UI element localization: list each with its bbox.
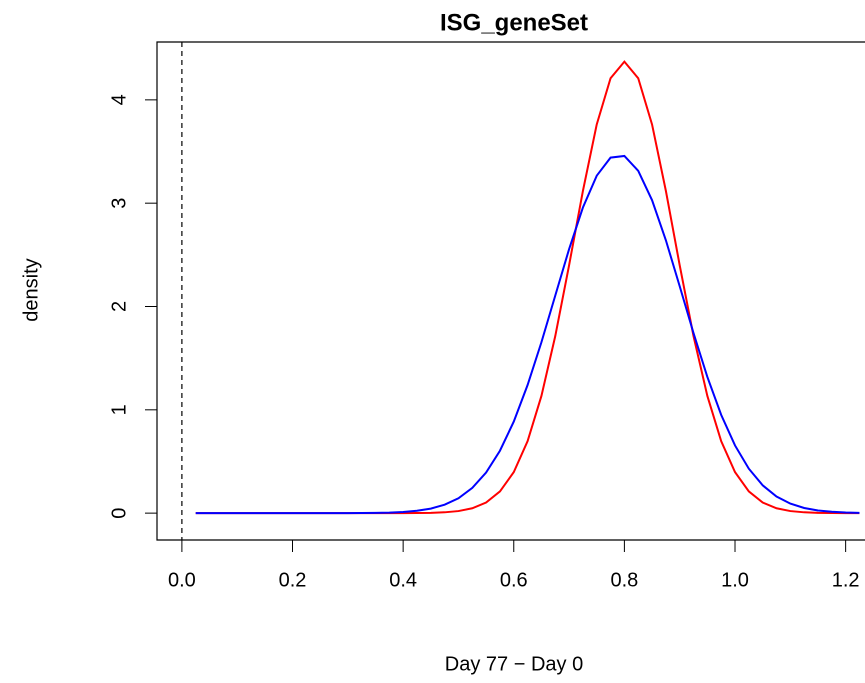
y-tick-label: 0: [108, 508, 130, 519]
x-tick-label: 1.2: [832, 569, 860, 591]
x-tick-label: 0.8: [610, 569, 638, 591]
y-tick-label: 4: [108, 94, 130, 105]
chart-title: ISG_geneSet: [440, 9, 588, 36]
y-tick-label: 1: [108, 404, 130, 415]
density-line: [195, 154, 860, 515]
x-tick-label: 0.0: [168, 569, 196, 591]
x-tick-label: 0.4: [389, 569, 417, 591]
y-tick-label: 2: [108, 301, 130, 312]
y-tick-label: 3: [108, 198, 130, 209]
y-axis-label: density: [20, 258, 42, 321]
x-tick-label: 0.2: [279, 569, 307, 591]
x-tick-label: 0.6: [500, 569, 528, 591]
x-tick-label: 1.0: [721, 569, 749, 591]
x-axis-label: Day 77 − Day 0: [445, 653, 583, 675]
density-line: [195, 60, 860, 515]
plot-box: [156, 41, 865, 541]
